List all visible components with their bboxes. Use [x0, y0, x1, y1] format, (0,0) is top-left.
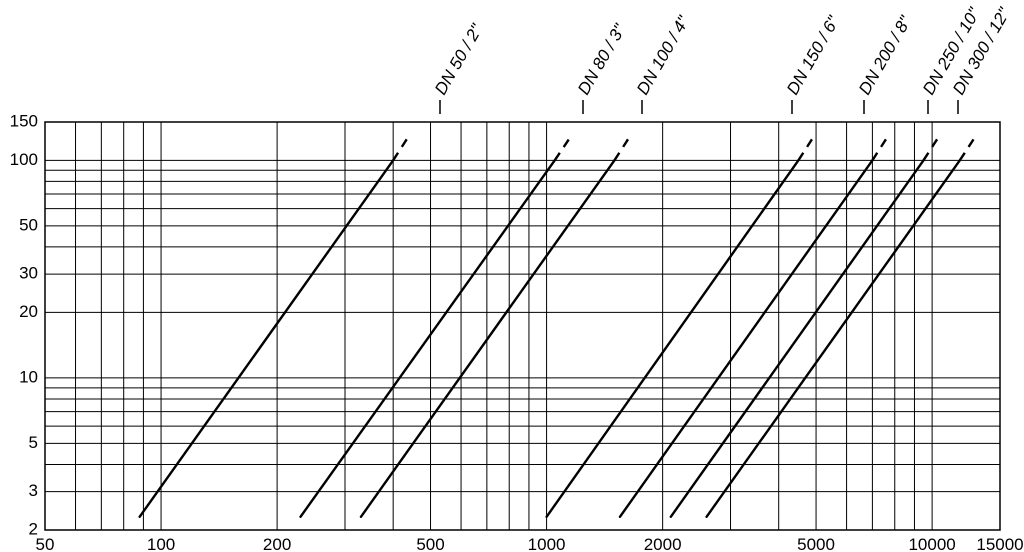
y-tick-label: 20 — [19, 302, 38, 321]
x-tick-label: 500 — [416, 535, 444, 552]
y-tick-label: 50 — [19, 215, 38, 234]
x-tick-label: 1000 — [528, 535, 566, 552]
x-tick-label: 10000 — [908, 535, 955, 552]
y-tick-label: 5 — [29, 433, 38, 452]
y-tick-label: 100 — [10, 150, 38, 169]
flow-chart: 2351020305010015050100200500100020005000… — [0, 0, 1024, 552]
x-tick-label: 100 — [147, 535, 175, 552]
y-tick-label: 10 — [19, 367, 38, 386]
chart-svg: 2351020305010015050100200500100020005000… — [0, 0, 1024, 552]
y-tick-label: 150 — [10, 111, 38, 130]
x-tick-label: 2000 — [644, 535, 682, 552]
y-tick-label: 30 — [19, 264, 38, 283]
x-tick-label: 200 — [263, 535, 291, 552]
x-tick-label: 50 — [36, 535, 55, 552]
x-tick-label: 15000 — [976, 535, 1023, 552]
y-tick-label: 3 — [29, 481, 38, 500]
x-tick-label: 5000 — [797, 535, 835, 552]
